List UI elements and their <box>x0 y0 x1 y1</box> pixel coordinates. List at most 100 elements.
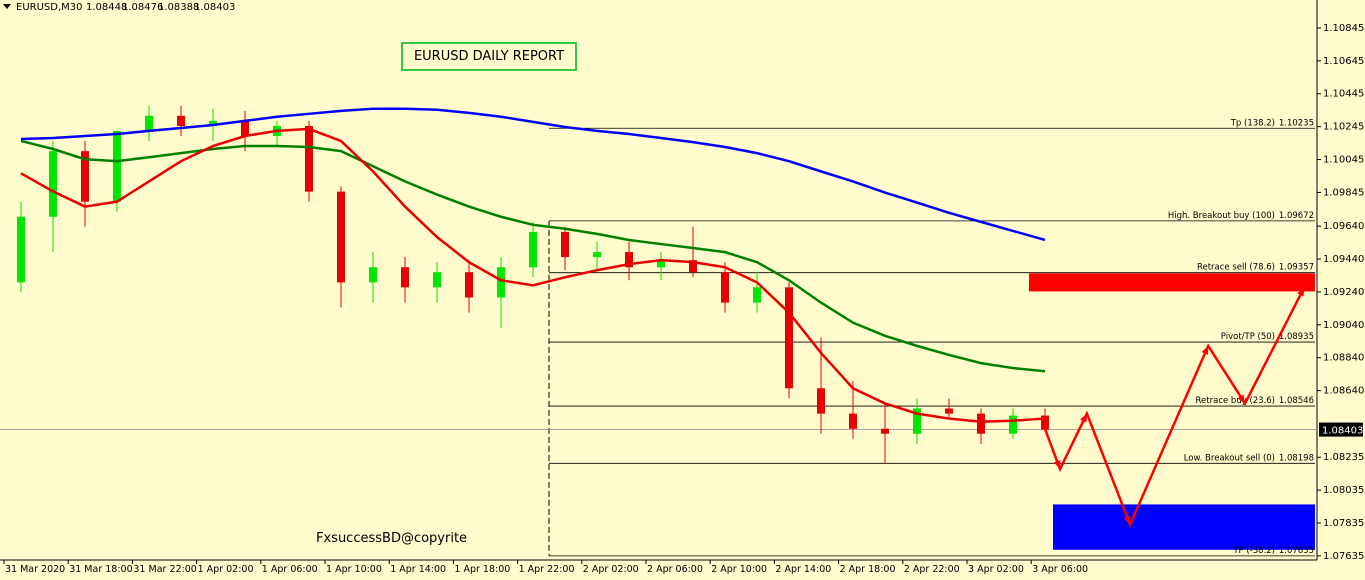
x-tick-label: 1 Apr 18:00 <box>454 564 510 575</box>
x-tick-label: 31 Mar 22:00 <box>133 564 196 575</box>
fib-value: 1.10235 <box>1279 118 1314 128</box>
x-tick-label: 2 Apr 22:00 <box>904 564 960 575</box>
arrow-head <box>1201 345 1209 355</box>
zone <box>1053 504 1315 550</box>
arrow-head <box>1123 515 1131 525</box>
candle-body <box>881 428 889 434</box>
candle-body <box>625 252 633 268</box>
fib-label: Low. Breakout sell (0) <box>1184 453 1275 463</box>
candle-body <box>561 231 569 258</box>
y-tick-label: 1.10245 <box>1323 122 1364 133</box>
quote-high: 1.08476 <box>122 2 163 13</box>
fib-label: TP (-38.2) <box>1232 546 1275 556</box>
candle-body <box>753 287 761 303</box>
candle-body <box>337 191 345 283</box>
candle-body <box>945 408 953 414</box>
fib-value: 1.07635 <box>1279 546 1314 556</box>
fib-value: 1.08546 <box>1279 396 1314 406</box>
candle-body <box>49 151 57 217</box>
candle-body <box>177 115 185 126</box>
x-tick-label: 1 Apr 06:00 <box>262 564 318 575</box>
candle-body <box>1009 415 1017 434</box>
candle-body <box>977 413 985 434</box>
watermark: FxsuccessBD@copyrite <box>316 531 467 546</box>
candle-body <box>17 216 25 283</box>
arrow-head <box>1237 394 1245 404</box>
moving-average <box>20 139 1046 373</box>
x-tick-label: 1 Apr 22:00 <box>519 564 575 575</box>
y-tick-label: 1.09845 <box>1323 187 1364 198</box>
x-tick-label: 2 Apr 10:00 <box>711 564 767 575</box>
candle-body <box>433 272 441 288</box>
x-tick-label: 3 Apr 02:00 <box>968 564 1024 575</box>
x-tick-label: 31 Mar 2020 <box>5 564 65 575</box>
x-tick-label: 2 Apr 14:00 <box>775 564 831 575</box>
plot: 1.10235 Tp (138.2) 1.09672 High. Breakout b… <box>0 105 1317 557</box>
candle-body <box>529 231 537 268</box>
candle-body <box>689 260 697 273</box>
quote-open: 1.08448 <box>86 2 127 13</box>
candle-body <box>913 408 921 434</box>
candle-body <box>817 388 825 414</box>
candle-body <box>401 267 409 288</box>
fib-label: Retrace buy (23.6) <box>1196 396 1275 406</box>
quote-low: 1.08388 <box>158 2 199 13</box>
y-tick-label: 1.10445 <box>1323 89 1364 100</box>
y-tick-label: 1.10645 <box>1323 56 1364 67</box>
quote-close: 1.08403 <box>194 2 235 13</box>
y-tick-label: 1.09240 <box>1323 287 1364 298</box>
y-tick-label: 1.08640 <box>1323 386 1364 397</box>
candle-body <box>721 272 729 303</box>
y-tick-label: 1.09640 <box>1323 221 1364 232</box>
x-tick-label: 2 Apr 18:00 <box>840 564 896 575</box>
title-box <box>401 42 577 71</box>
candle-body <box>465 272 473 298</box>
y-tick-label: 1.09440 <box>1323 254 1364 265</box>
symbol: EURUSD,M30 <box>16 2 82 13</box>
current-price-label: 1.08403 <box>1322 426 1363 437</box>
zone <box>1029 273 1315 292</box>
candle-body <box>1041 415 1049 430</box>
candle-body <box>145 115 153 131</box>
y-tick-label: 1.08235 <box>1323 452 1364 463</box>
candle-body <box>241 120 249 137</box>
candle-body <box>113 130 121 202</box>
moving-average <box>20 127 1046 423</box>
y-tick-label: 1.08840 <box>1323 353 1364 364</box>
candle-body <box>657 260 665 268</box>
fib-label: High. Breakout buy (100) <box>1168 211 1275 221</box>
y-tick-label: 1.10045 <box>1323 155 1364 166</box>
candle-body <box>209 120 217 126</box>
x-tick-label: 1 Apr 02:00 <box>198 564 254 575</box>
candle-body <box>785 287 793 389</box>
moving-average <box>20 107 1046 242</box>
x-tick-label: 2 Apr 02:00 <box>583 564 639 575</box>
arrow-head <box>1297 287 1305 297</box>
fib-value: 1.09357 <box>1279 263 1314 273</box>
x-tick-label: 31 Mar 18:00 <box>69 564 132 575</box>
candle-body <box>849 413 857 429</box>
fib-label: Tp (138.2) <box>1230 118 1275 128</box>
x-tick-label: 1 Apr 10:00 <box>326 564 382 575</box>
y-tick-label: 1.10845 <box>1323 23 1364 34</box>
y-tick-label: 1.08035 <box>1323 485 1364 496</box>
current-price-box <box>1319 422 1363 437</box>
candle-body <box>497 267 505 298</box>
x-tick-label: 2 Apr 06:00 <box>647 564 703 575</box>
fib-label: Pivot/TP (50) <box>1221 332 1275 342</box>
candle-body <box>81 151 89 202</box>
fib-value: 1.08935 <box>1279 332 1314 342</box>
fib-label: Retrace sell (78.6) <box>1197 263 1275 273</box>
x-tick-label: 1 Apr 14:00 <box>390 564 446 575</box>
y-tick-label: 1.09040 <box>1323 320 1364 331</box>
arrow-head <box>1053 460 1061 470</box>
candle-body <box>593 252 601 258</box>
y-tick-label: 1.07635 <box>1323 551 1364 562</box>
title: EURUSD DAILY REPORT <box>414 49 564 64</box>
arrow-head <box>1080 413 1087 423</box>
candle-body <box>305 125 313 192</box>
menu-arrow <box>3 4 11 9</box>
x-tick-label: 3 Apr 06:00 <box>1032 564 1088 575</box>
fib-value: 1.09672 <box>1279 211 1314 221</box>
fib-value: 1.08198 <box>1279 453 1314 463</box>
